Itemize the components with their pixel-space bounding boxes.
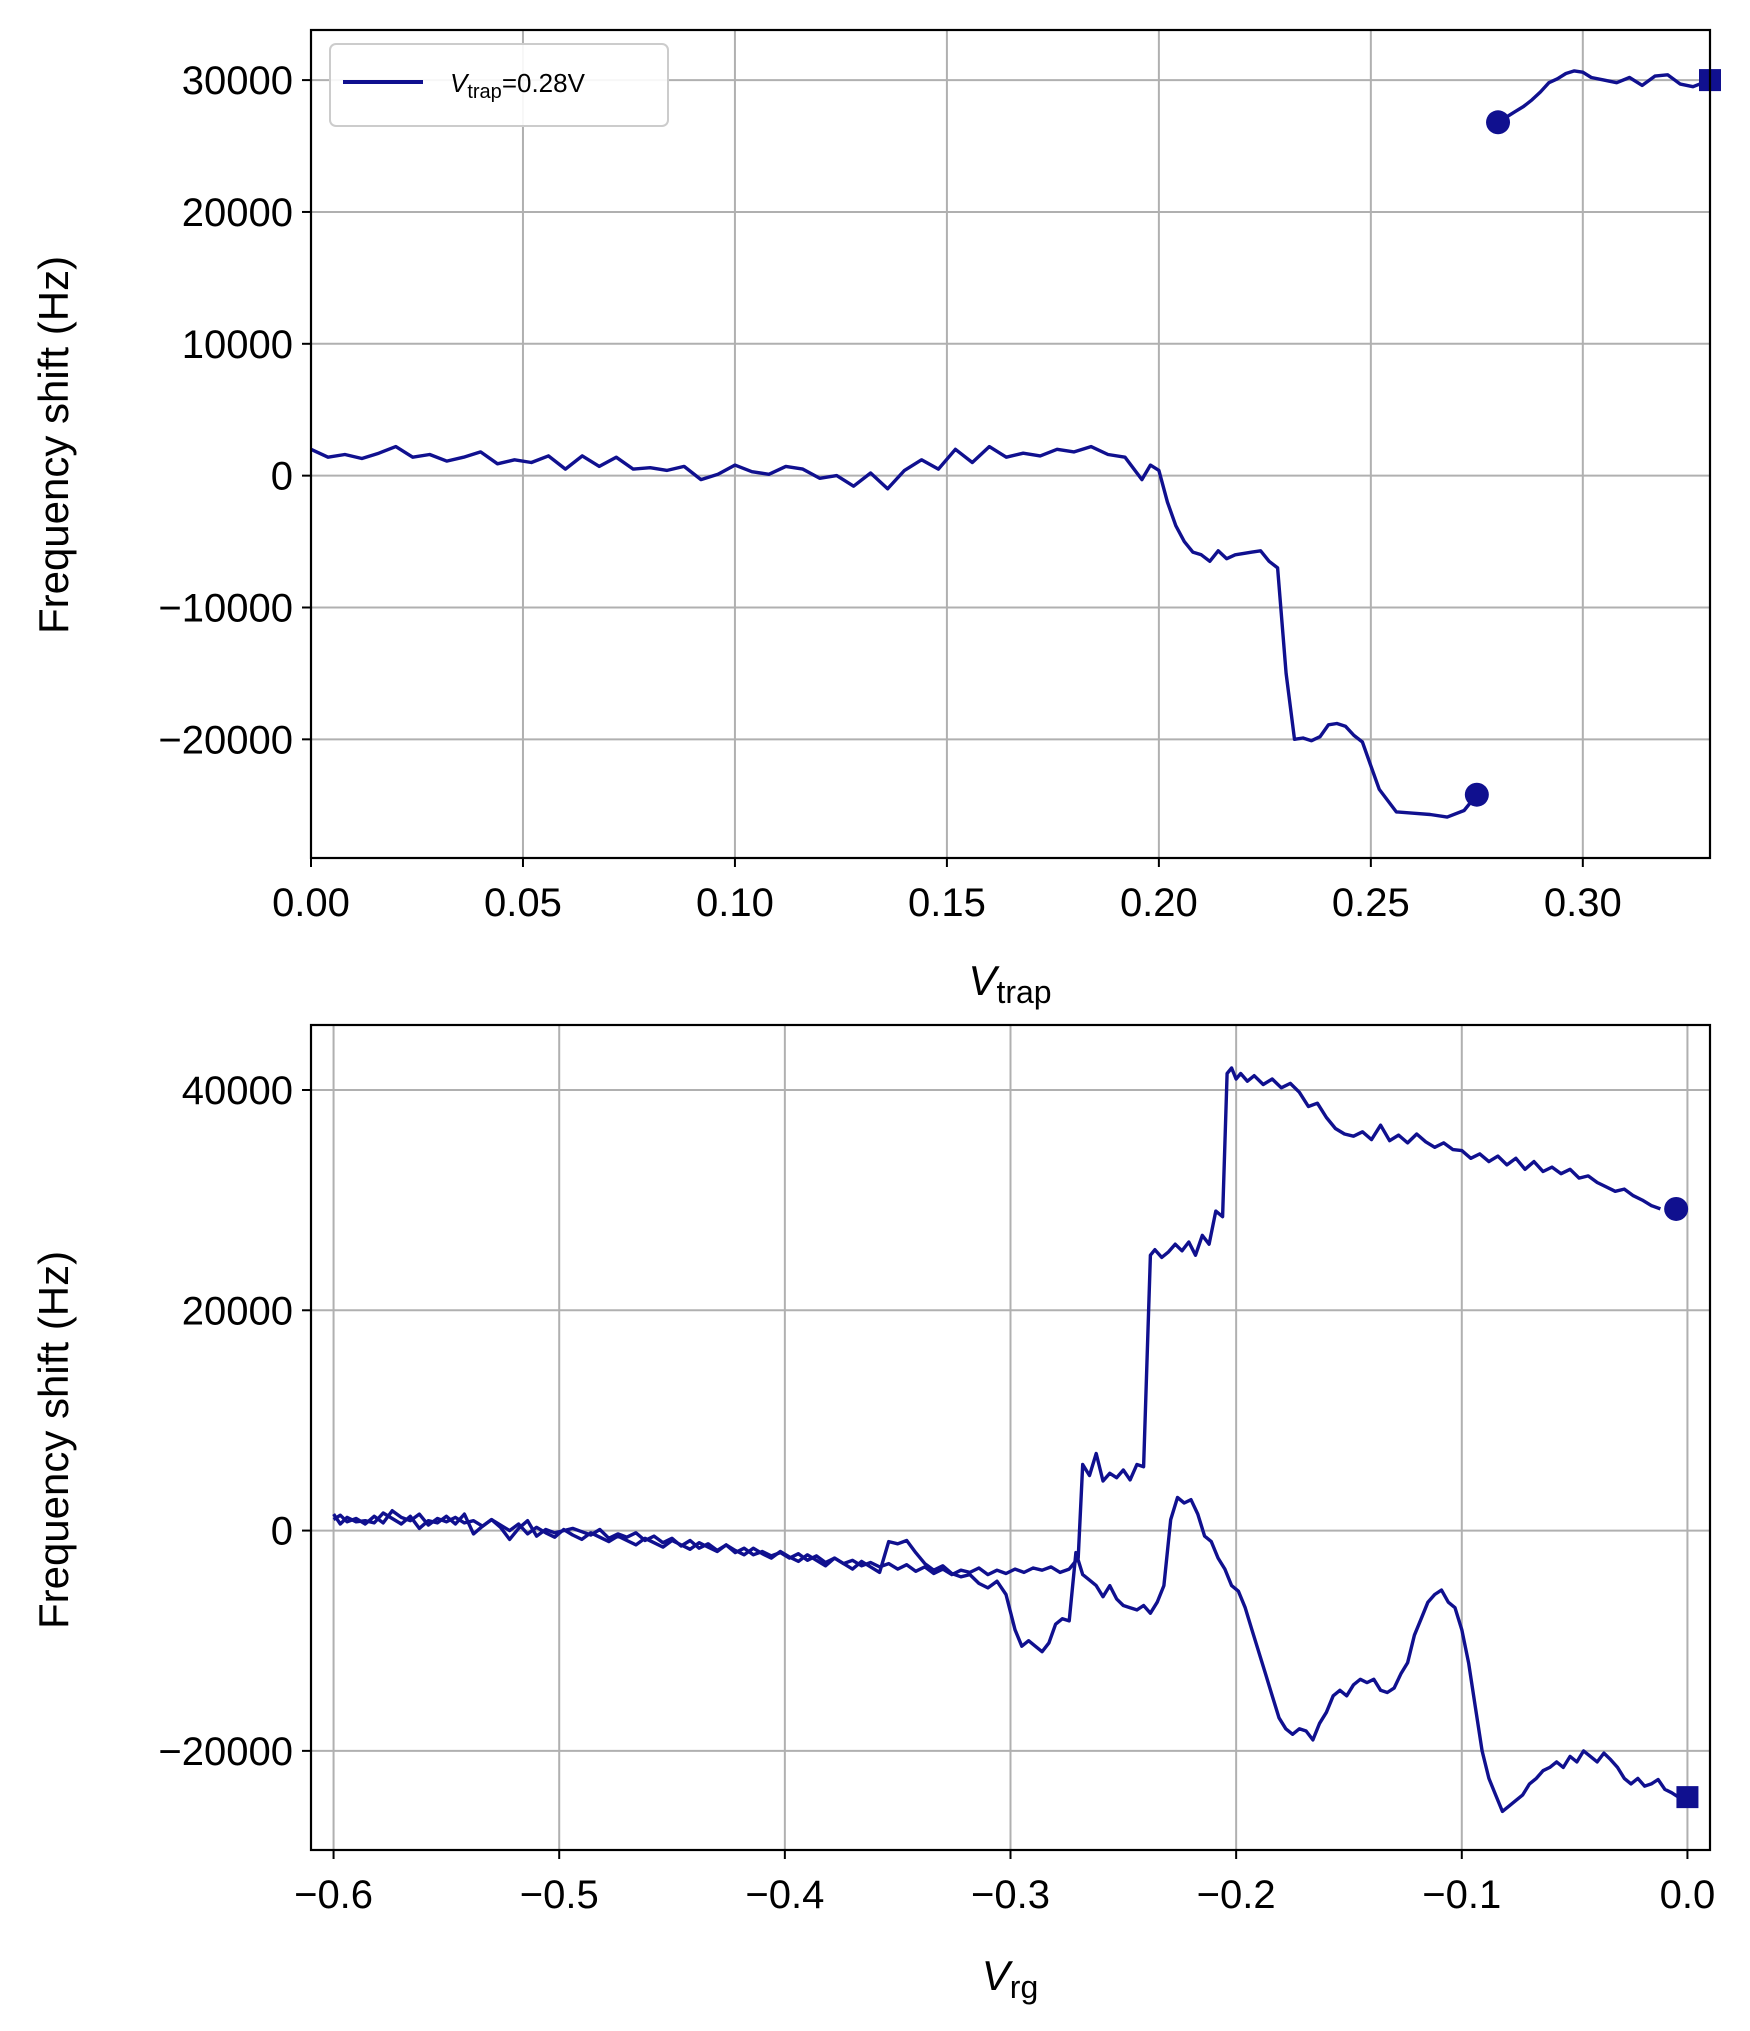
bottom-x-tick-label: −0.3	[971, 1873, 1050, 1917]
legend-label-main: V	[450, 68, 470, 98]
legend-label-suffix: =0.28V	[502, 68, 586, 98]
bottom-x-tick-label: −0.5	[520, 1873, 599, 1917]
bottom-x-axis-label-main: V	[982, 1952, 1014, 1999]
bottom-axis-ticks: −0.6 −0.5 −0.4 −0.3 −0.2 −0.1 0.0 −20000 0 20000 4…	[158, 1069, 1715, 1917]
top-x-tick-label: 0.00	[272, 881, 350, 925]
legend-label: Vtrap=0.28V	[450, 68, 586, 103]
top-y-axis-label: Frequency shift (Hz)	[30, 256, 77, 634]
top-x-tick-label: 0.20	[1120, 881, 1198, 925]
bottom-x-tick-label: −0.1	[1422, 1873, 1501, 1917]
top-y-tick-label: −10000	[158, 586, 293, 630]
top-data-lines	[310, 69, 1711, 819]
bottom-y-axis-label: Frequency shift (Hz)	[30, 1251, 77, 1629]
bottom-endpoint-markers	[1664, 1196, 1699, 1809]
legend: Vtrap=0.28V	[329, 43, 669, 127]
bottom-x-tick-label: 0.0	[1660, 1873, 1716, 1917]
bottom-y-tick-label: −20000	[158, 1730, 293, 1774]
top-endpoint-markers	[1464, 69, 1721, 807]
top-plot-frame	[309, 28, 1712, 860]
top-axis-ticks: 0.00 0.05 0.10 0.15 0.20 0.25 0.30 −20000 −10000…	[158, 59, 1621, 925]
top-y-tick-label: 0	[271, 455, 293, 499]
top-plot-panel: 0.00 0.05 0.10 0.15 0.20 0.25 0.30 −20000 −10000…	[30, 28, 1721, 1010]
bottom-square-marker	[1676, 1786, 1699, 1809]
top-x-tick-label: 0.05	[484, 881, 562, 925]
bottom-y-tick-label: 40000	[182, 1069, 293, 1113]
top-x-tick-label: 0.15	[908, 881, 986, 925]
top-y-tick-label: 30000	[182, 59, 293, 103]
top-x-axis-label-main: V	[968, 957, 1000, 1004]
bottom-x-tick-label: −0.6	[294, 1873, 373, 1917]
top-circle-marker	[1464, 782, 1489, 807]
legend-box	[329, 43, 669, 127]
bottom-x-axis-label-sub: rg	[1010, 1969, 1038, 2005]
top-y-tick-label: 20000	[182, 191, 293, 235]
bottom-y-tick-label: 20000	[182, 1289, 293, 1333]
bottom-series-line-2	[332, 1495, 1680, 1814]
legend-label-sub: trap	[467, 81, 501, 103]
bottom-y-tick-label: 0	[271, 1510, 293, 1554]
top-y-tick-label: 10000	[182, 323, 293, 367]
top-x-tick-label: 0.30	[1544, 881, 1622, 925]
bottom-gridlines	[311, 1025, 1710, 1850]
top-y-tick-label: −20000	[158, 718, 293, 762]
top-gridlines	[310, 30, 1710, 858]
top-circle-marker	[1486, 110, 1511, 135]
top-x-tick-label: 0.10	[696, 881, 774, 925]
top-x-tick-label: 0.25	[1332, 881, 1410, 925]
bottom-circle-marker	[1664, 1196, 1689, 1221]
top-x-axis-label: Vtrap	[968, 957, 1051, 1010]
top-x-axis-label-sub: trap	[996, 974, 1051, 1010]
bottom-x-axis-label: Vrg	[982, 1952, 1038, 2005]
top-series-line-2	[1497, 69, 1711, 124]
bottom-x-tick-label: −0.4	[745, 1873, 824, 1917]
bottom-x-tick-label: −0.2	[1197, 1873, 1276, 1917]
bottom-data-lines	[332, 1066, 1680, 1814]
top-series-line-1	[310, 444, 1479, 819]
bottom-plot-panel: −0.6 −0.5 −0.4 −0.3 −0.2 −0.1 0.0 −20000 0 20000 4…	[30, 1023, 1715, 2005]
